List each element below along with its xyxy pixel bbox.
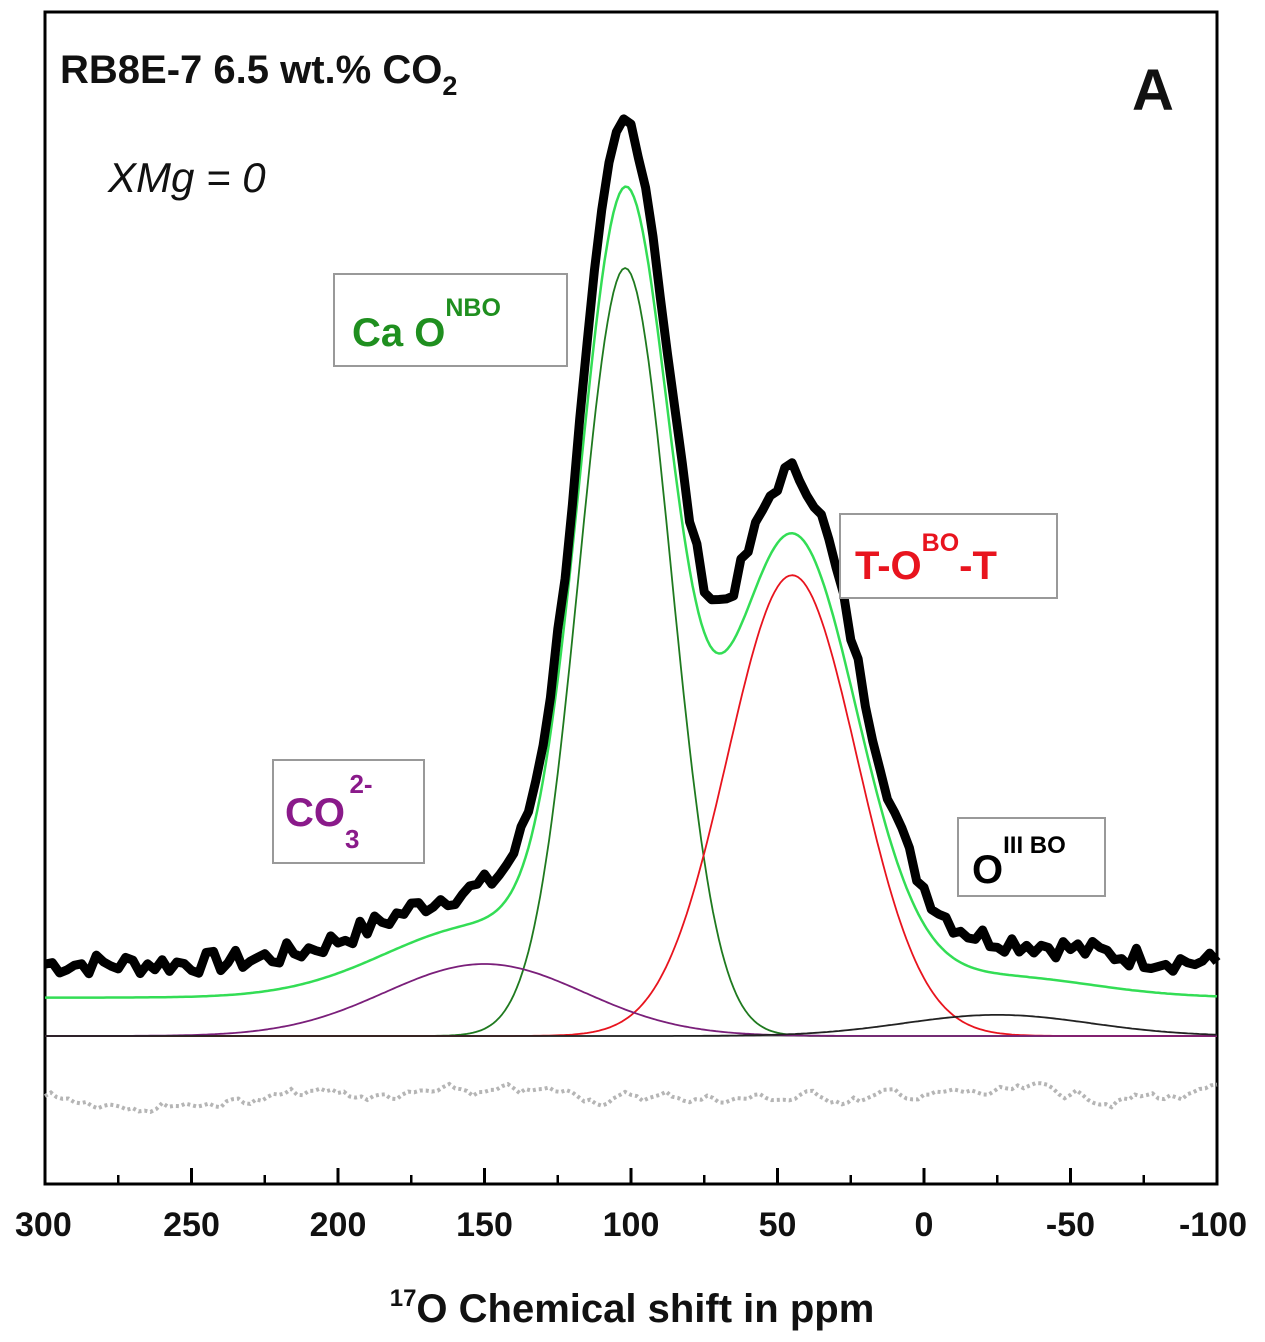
x-tick-label: 150 xyxy=(456,1206,513,1244)
total-fit-curve xyxy=(45,185,1218,999)
chart-title-main: RB8E-7 6.5 wt.% CO xyxy=(60,48,442,92)
tobo-label-base: T-O xyxy=(855,544,922,588)
tobo-label-sup: BO xyxy=(922,529,960,557)
x-axis-label-sup: 17 xyxy=(390,1285,417,1312)
chart-title: RB8E-7 6.5 wt.% CO2 xyxy=(60,48,457,101)
x-axis-label: 17O Chemical shift in ppm xyxy=(390,1285,875,1331)
oiii-label-box xyxy=(957,817,1106,897)
co3-label-sup: 2- xyxy=(349,769,372,799)
oiii-label-base: O xyxy=(972,848,1003,892)
oiii-label-sup: III BO xyxy=(1003,832,1066,859)
chart-title-subscript: 2 xyxy=(442,71,457,101)
x-ticks: 300 250 200 150 100 50 0 -50 -100 xyxy=(15,1168,1247,1244)
x-tick-label: 250 xyxy=(163,1206,220,1244)
x-tick-label: 0 xyxy=(915,1206,934,1244)
experimental-data-curve xyxy=(44,114,1221,979)
co3-label-base: CO xyxy=(285,791,345,835)
component-co3-curve xyxy=(45,963,1217,1037)
xmg-annotation-suffix: = 0 xyxy=(194,154,266,201)
co3-label-box xyxy=(272,759,425,864)
ca-onbo-label-box xyxy=(333,273,568,367)
xmg-annotation-prefix: XMg xyxy=(107,154,194,201)
panel-letter: A xyxy=(1132,58,1174,123)
x-tick-label: -50 xyxy=(1046,1206,1095,1244)
tobo-label-tail: -T xyxy=(959,544,997,588)
x-tick-label: 100 xyxy=(603,1206,660,1244)
ca-onbo-label-sup: NBO xyxy=(445,294,501,322)
tobo-label: T-OBO-T xyxy=(855,529,997,588)
x-tick-label: 300 xyxy=(15,1206,72,1244)
component-oiiibo-curve xyxy=(45,1014,1218,1037)
co3-label-sub: 3 xyxy=(345,824,359,854)
x-tick-label: -100 xyxy=(1179,1206,1247,1244)
curves-layer xyxy=(43,114,1221,1115)
residual-curve xyxy=(43,1081,1218,1115)
component-ca-onbo-curve xyxy=(45,267,1217,1037)
ca-onbo-label-base: Ca O xyxy=(352,311,445,355)
tobo-label-box xyxy=(839,513,1058,599)
x-tick-label: 200 xyxy=(310,1206,367,1244)
oiii-label: OIII BO xyxy=(972,832,1066,892)
co3-label: CO3 2- xyxy=(285,769,373,854)
xmg-annotation: XMg = 0 xyxy=(107,154,266,201)
x-axis-label-text: O Chemical shift in ppm xyxy=(416,1287,874,1331)
ca-onbo-label: Ca ONBO xyxy=(352,294,501,355)
x-tick-label: 50 xyxy=(759,1206,797,1244)
